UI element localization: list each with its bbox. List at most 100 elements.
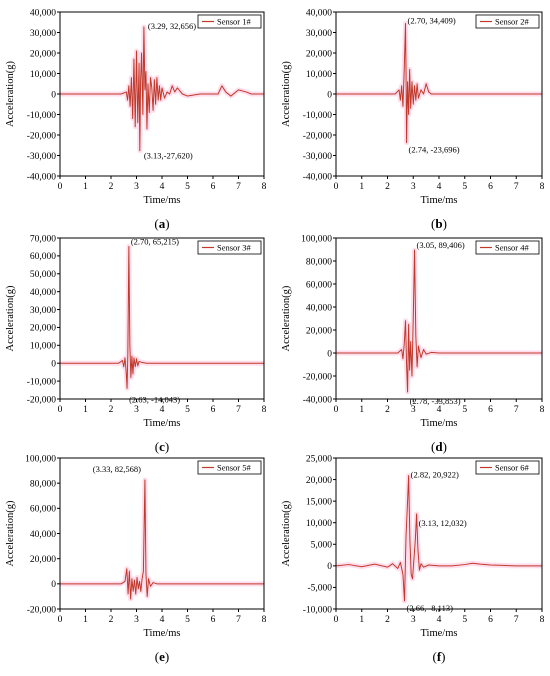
x-tick-label: 6 [488, 405, 493, 415]
series-line [335, 475, 542, 602]
panel-label: (e) [155, 649, 169, 664]
legend: Sensor 2# [475, 14, 540, 29]
legend-box [197, 240, 262, 255]
panel-label: (c) [155, 439, 169, 454]
series-line [336, 22, 542, 144]
series-glow [336, 247, 542, 395]
x-axis-title: Time/ms [421, 195, 458, 206]
y-tick-label: -20,000 [27, 395, 57, 405]
annotation-label: (3.13, 12,032) [419, 518, 467, 528]
y-tick-label: 30,000 [306, 29, 332, 39]
y-tick-label: 60,000 [30, 252, 56, 262]
y-tick-label: 0 [51, 90, 56, 100]
y-tick-label: -20,000 [27, 131, 57, 141]
legend-label: Sensor 6# [495, 463, 530, 473]
x-axis-title: Time/ms [421, 418, 458, 429]
y-tick-label: 5,000 [311, 541, 333, 551]
y-tick-label: 0 [327, 349, 332, 359]
series-glow [336, 20, 542, 146]
x-axis-title: Time/ms [421, 628, 458, 639]
legend-label: Sensor 3# [217, 243, 252, 253]
x-tick-label: 1 [83, 615, 88, 625]
x-axis-title: Time/ms [144, 418, 181, 429]
plot-frame [335, 457, 543, 610]
y-axis-title: Acceleration(g) [281, 285, 292, 351]
legend: Sensor 1# [197, 14, 262, 29]
y-tick-label: 25,000 [306, 454, 332, 464]
y-axis-title: Acceleration(g) [281, 61, 292, 127]
y-tick-label: 40,000 [30, 288, 56, 298]
y-tick-label: 30,000 [30, 29, 56, 39]
legend: Sensor 3# [197, 240, 262, 255]
y-axis-title: Acceleration(g) [281, 500, 292, 566]
y-tick-label: 10,000 [306, 519, 332, 529]
x-tick-label: 3 [411, 615, 416, 625]
x-axis-title: Time/ms [144, 628, 181, 639]
y-tick-label: -10,000 [303, 605, 333, 615]
y-tick-label: 20,000 [30, 49, 56, 59]
x-tick-label: 5 [185, 405, 190, 415]
chart-panel-e: 0 1 2 3 4 5 6 7 8-20,000020,00040,00060,00080,00… [5, 454, 267, 664]
y-tick-label: 50,000 [30, 270, 56, 280]
x-tick-label: 0 [58, 182, 63, 192]
x-tick-label: 0 [334, 405, 339, 415]
legend-box [475, 460, 540, 475]
chart-panel-c: 0 1 2 3 4 5 6 7 8 -20,000 -10,000 0 10,000 20,000 30,0… [5, 234, 267, 454]
annotation-label: (2.63, -14,043) [129, 394, 180, 404]
series-line [336, 249, 542, 393]
y-tick-label: -20,000 [27, 605, 57, 615]
y-tick-label: -20,000 [303, 372, 333, 382]
y-tick-label: 60,000 [306, 280, 332, 290]
y-tick-label: 100,000 [301, 234, 332, 244]
x-tick-label: 7 [236, 182, 241, 192]
x-tick-label: 8 [540, 182, 545, 192]
annotation-label: (3.29, 32,656) [148, 21, 196, 31]
x-tick-label: 8 [262, 405, 267, 415]
x-tick-label: 3 [411, 405, 416, 415]
annotation-label: (2.78, -33,853) [410, 396, 461, 406]
x-tick-label: 3 [134, 405, 139, 415]
chart-panel-f: 0 1 2 3 4 5 6 7 8 -10,000 -5,000 0 5,000 10,000 15,000… [281, 454, 545, 664]
x-tick-label: 8 [540, 615, 545, 625]
x-tick-label: 1 [359, 615, 364, 625]
series-glow [60, 477, 264, 602]
plot-frame [59, 237, 265, 400]
x-tick-label: 7 [514, 405, 519, 415]
x-tick-label: 8 [540, 405, 545, 415]
annotation-label: (2.74, -23,696) [409, 145, 460, 155]
x-tick-label: 4 [437, 405, 442, 415]
y-tick-label: 0 [51, 580, 56, 590]
legend-label: Sensor 5# [217, 463, 252, 473]
y-tick-label: 20,000 [30, 555, 56, 565]
x-tick-label: 6 [488, 182, 493, 192]
annotation-label: (3.33, 82,568) [93, 464, 141, 474]
series-line [60, 26, 264, 152]
y-tick-label: -30,000 [27, 152, 57, 162]
x-tick-label: 3 [134, 182, 139, 192]
series-glow [60, 244, 264, 391]
x-tick-label: 6 [211, 182, 216, 192]
y-tick-label: 80,000 [30, 479, 56, 489]
y-tick-label: -40,000 [27, 172, 57, 182]
x-tick-label: 2 [385, 182, 390, 192]
x-tick-label: 4 [160, 615, 165, 625]
legend: Sensor 5# [197, 460, 262, 475]
x-tick-label: 6 [211, 615, 216, 625]
panel-label: (a) [154, 216, 169, 231]
y-tick-label: -40,000 [303, 395, 333, 405]
x-tick-label: 0 [334, 615, 339, 625]
y-tick-label: 40,000 [30, 530, 56, 540]
x-tick-label: 8 [262, 615, 267, 625]
x-tick-label: 0 [58, 615, 63, 625]
chart-panel-d: 0 1 2 3 4 5 6 7 8 -40,000 -20,000 0 20,000 40,000 60,0… [281, 234, 545, 454]
x-tick-label: 4 [437, 615, 442, 625]
x-tick-label: 5 [462, 182, 467, 192]
chart-panel-a: 0 1 2 3 4 5 6 7 8 -40,000 -30,000 -20,000 -10,000 0 10… [5, 8, 267, 231]
plot-frame [59, 457, 265, 610]
y-tick-label: 0 [51, 360, 56, 370]
x-tick-label: 1 [83, 182, 88, 192]
y-tick-label: 20,000 [30, 324, 56, 334]
y-tick-label: -10,000 [27, 377, 57, 387]
annotation-label: (3.13,-27,620) [144, 151, 193, 161]
